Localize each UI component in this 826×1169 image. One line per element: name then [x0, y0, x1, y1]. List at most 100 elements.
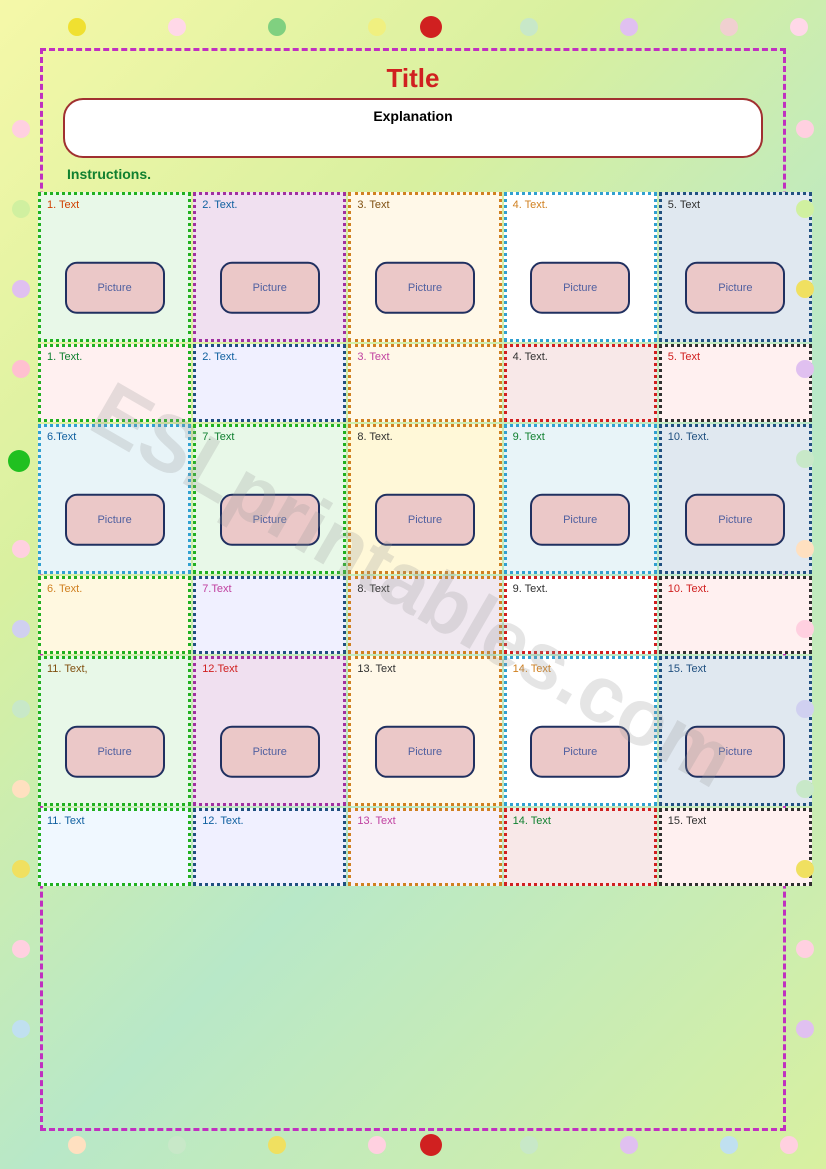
cell-label: 1. Text. [47, 351, 182, 363]
picture-cell: 12.Text Picture [193, 656, 346, 806]
picture-cell: 8. Text. Picture [348, 424, 501, 574]
cell-label: 3. Text [357, 199, 492, 211]
picture-cell: 9. Text Picture [504, 424, 657, 574]
cell-label: 8. Text [357, 583, 492, 595]
cell-label: 3. Text [357, 351, 492, 363]
decorative-dot [68, 1136, 86, 1154]
decorative-dot [420, 16, 442, 38]
cell-label: 5. Text [668, 351, 803, 363]
picture-placeholder: Picture [685, 494, 785, 546]
picture-placeholder: Picture [530, 494, 630, 546]
cell-label: 9. Text. [513, 583, 648, 595]
decorative-dot [168, 1136, 186, 1154]
decorative-dot [796, 620, 814, 638]
cell-label: 4. Text. [513, 199, 648, 211]
cell-label: 2. Text. [202, 199, 337, 211]
cell-label: 6. Text. [47, 583, 182, 595]
decorative-dot [8, 450, 30, 472]
decorative-dot [796, 1020, 814, 1038]
text-cell: 1. Text. [38, 344, 191, 422]
decorative-dot [620, 1136, 638, 1154]
decorative-dot [520, 1136, 538, 1154]
cell-label: 6.Text [47, 431, 182, 443]
text-cell: 2. Text. [193, 344, 346, 422]
decorative-dot [268, 18, 286, 36]
decorative-dot [796, 940, 814, 958]
cell-label: 15. Text [668, 663, 803, 675]
decorative-dot [796, 780, 814, 798]
text-cell: 5. Text [659, 344, 812, 422]
decorative-dot [796, 540, 814, 558]
decorative-dot [12, 200, 30, 218]
explanation-text: Explanation [373, 108, 452, 124]
text-cell: 4. Text. [504, 344, 657, 422]
picture-placeholder: Picture [530, 726, 630, 778]
picture-cell: 1. Text Picture [38, 192, 191, 342]
decorative-dot [168, 18, 186, 36]
text-cell: 6. Text. [38, 576, 191, 654]
picture-cell: 3. Text Picture [348, 192, 501, 342]
decorative-dot [620, 18, 638, 36]
cell-label: 5. Text [668, 199, 803, 211]
text-cell: 7.Text [193, 576, 346, 654]
cell-label: 13. Text [357, 663, 492, 675]
picture-cell: 14. Text Picture [504, 656, 657, 806]
cell-label: 14. Text [513, 663, 648, 675]
decorative-dot [796, 120, 814, 138]
decorative-dot [12, 120, 30, 138]
page-title: Title [43, 63, 783, 94]
picture-cell: 7. TextPicture [193, 424, 346, 574]
decorative-dot [796, 360, 814, 378]
cell-label: 7.Text [202, 583, 337, 595]
text-cell: 12. Text. [193, 808, 346, 886]
picture-placeholder: Picture [685, 262, 785, 314]
picture-placeholder: Picture [220, 262, 320, 314]
cell-label: 12.Text [202, 663, 337, 675]
picture-placeholder: Picture [65, 726, 165, 778]
decorative-dot [12, 360, 30, 378]
decorative-dot [12, 780, 30, 798]
text-cell: 14. Text [504, 808, 657, 886]
decorative-dot [796, 700, 814, 718]
cell-label: 10. Text. [668, 431, 803, 443]
text-cell: 3. Text [348, 344, 501, 422]
cell-label: 13. Text [357, 815, 492, 827]
cell-label: 1. Text [47, 199, 182, 211]
picture-cell: 11. Text, Picture [38, 656, 191, 806]
decorative-dot [520, 18, 538, 36]
explanation-box: Explanation [63, 98, 763, 158]
decorative-dot [12, 860, 30, 878]
picture-cell: 4. Text. Picture [504, 192, 657, 342]
decorative-dot [12, 700, 30, 718]
instructions-label: Instructions. [67, 166, 783, 182]
text-cell: 15. Text [659, 808, 812, 886]
decorative-dot [796, 280, 814, 298]
picture-placeholder: Picture [375, 262, 475, 314]
picture-placeholder: Picture [530, 262, 630, 314]
text-cell: 13. Text [348, 808, 501, 886]
cell-label: 8. Text. [357, 431, 492, 443]
decorative-dot [368, 1136, 386, 1154]
picture-cell: 5. Text Picture [659, 192, 812, 342]
decorative-dot [12, 540, 30, 558]
decorative-dot [268, 1136, 286, 1154]
picture-placeholder: Picture [220, 726, 320, 778]
cell-label: 12. Text. [202, 815, 337, 827]
decorative-dot [420, 1134, 442, 1156]
picture-cell: 15. Text Picture [659, 656, 812, 806]
cell-label: 9. Text [513, 431, 648, 443]
decorative-dot [790, 18, 808, 36]
cell-label: 14. Text [513, 815, 648, 827]
decorative-dot [796, 450, 814, 468]
cell-label: 11. Text, [47, 663, 182, 675]
picture-placeholder: Picture [65, 262, 165, 314]
cell-label: 11. Text [47, 815, 182, 827]
decorative-dot [12, 1020, 30, 1038]
picture-placeholder: Picture [65, 494, 165, 546]
picture-placeholder: Picture [375, 494, 475, 546]
picture-placeholder: Picture [685, 726, 785, 778]
decorative-dot [720, 1136, 738, 1154]
decorative-dot [720, 18, 738, 36]
picture-cell: 6.Text Picture [38, 424, 191, 574]
picture-placeholder: Picture [220, 494, 320, 546]
